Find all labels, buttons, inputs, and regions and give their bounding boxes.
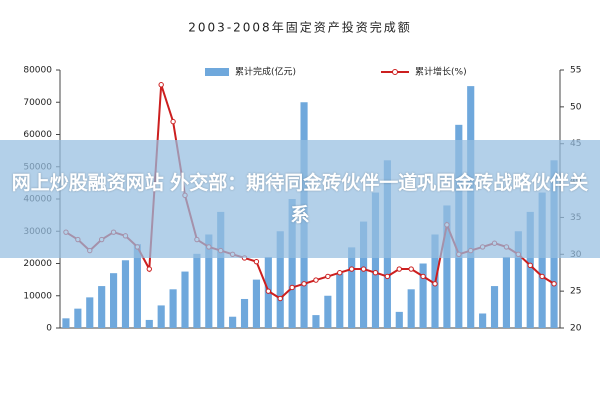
bar: [312, 315, 320, 328]
line-marker: [337, 270, 343, 276]
line-marker: [170, 118, 176, 125]
line-marker: [408, 266, 414, 272]
line-marker: [360, 266, 367, 272]
headline-banner: 网上炒股融资网站 外交部：期待同金砖伙伴一道巩固金砖战略伙伴关系: [0, 140, 600, 258]
line-marker: [253, 258, 260, 265]
y-tick-label: 0: [46, 324, 52, 334]
line-marker: [539, 273, 545, 280]
bar: [502, 257, 510, 328]
y-tick-label: 10000: [23, 291, 52, 301]
line-marker: [158, 82, 164, 88]
y-tick-label: 60000: [23, 130, 52, 140]
bar: [110, 273, 118, 328]
line-marker: [372, 270, 379, 276]
bar: [407, 289, 415, 328]
bar: [395, 311, 403, 328]
bar: [98, 286, 106, 328]
bar: [74, 308, 82, 328]
bar: [145, 319, 153, 328]
line-marker: [527, 262, 533, 269]
line-marker: [289, 284, 295, 291]
line-marker: [277, 295, 283, 302]
line-marker: [384, 273, 391, 280]
bar: [121, 260, 130, 328]
line-marker: [325, 273, 331, 280]
legend-label: 累计增长(%): [415, 66, 467, 78]
legend-swatch: [392, 69, 398, 75]
bar: [62, 318, 70, 328]
bar: [419, 263, 427, 328]
bar: [443, 205, 451, 328]
bar: [229, 316, 237, 328]
line-marker: [146, 266, 152, 272]
legend-swatch: [205, 68, 229, 76]
bar: [324, 295, 332, 328]
y-tick-label: 20000: [23, 259, 52, 269]
bar: [181, 271, 189, 328]
bar: [526, 211, 534, 328]
bar: [86, 297, 94, 328]
bar: [490, 286, 499, 328]
bar: [348, 247, 356, 328]
line-marker: [313, 277, 319, 283]
y-tick-label: 70000: [23, 98, 52, 108]
headline[interactable]: 网上炒股融资网站 外交部：期待同金砖伙伴一道巩固金砖战略伙伴关系: [11, 172, 589, 226]
bar: [240, 298, 249, 328]
bar: [217, 211, 225, 328]
line-marker: [396, 266, 402, 272]
line-marker: [348, 266, 355, 272]
y2-tick-label: 50: [570, 102, 582, 112]
line-marker: [420, 273, 426, 280]
bar: [157, 305, 165, 328]
line-marker: [301, 281, 307, 287]
legend-label: 累计完成(亿元): [235, 66, 296, 78]
bar: [371, 192, 380, 328]
bar: [193, 253, 201, 328]
bar: [133, 244, 141, 328]
bar: [205, 234, 213, 328]
bar: [169, 289, 177, 328]
y2-tick-label: 20: [570, 324, 582, 334]
line-marker: [265, 288, 272, 294]
bar: [336, 273, 344, 328]
bar: [288, 199, 296, 328]
y-tick-label: 80000: [23, 66, 52, 76]
bar: [479, 313, 487, 328]
bar: [252, 279, 260, 328]
y2-tick-label: 25: [570, 287, 581, 297]
line-marker: [551, 281, 557, 287]
chart-title: 2003-2008年固定资产投资完成额: [188, 20, 411, 35]
bar: [538, 192, 546, 328]
line-marker: [432, 281, 438, 287]
bar: [276, 231, 284, 328]
bar: [514, 231, 522, 328]
bar: [360, 221, 368, 328]
y2-tick-label: 55: [570, 66, 581, 76]
